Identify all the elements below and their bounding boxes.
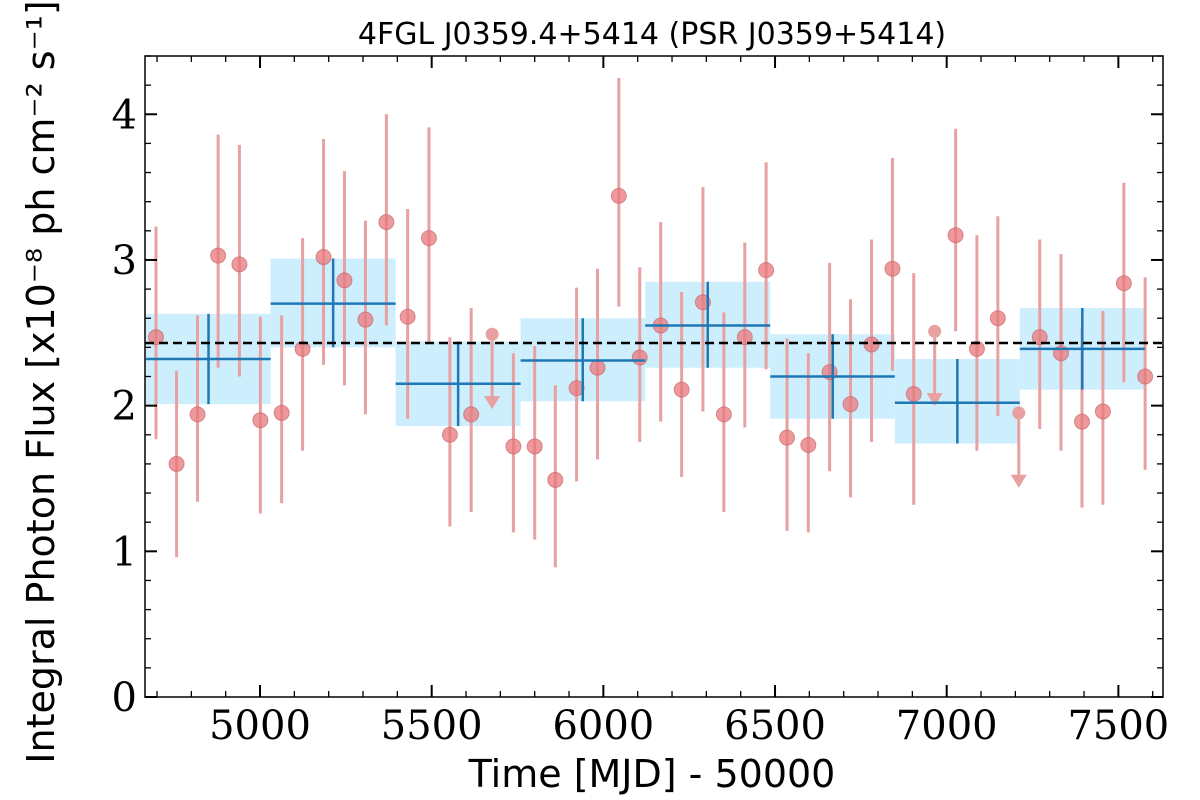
x-tick-label: 6000 (552, 703, 654, 749)
upper-limit-marker (1012, 406, 1026, 420)
data-point (1115, 275, 1132, 292)
data-point (189, 406, 206, 423)
chart-title: 4FGL J0359.4+5414 (PSR J0359+5414) (358, 17, 946, 52)
x-tick-label: 5000 (209, 703, 311, 749)
data-point (884, 260, 901, 277)
data-point (863, 336, 880, 353)
data-point (463, 406, 480, 423)
data-point (758, 262, 775, 279)
y-tick-label: 3 (112, 238, 137, 284)
data-point (505, 438, 522, 455)
y-tick-label: 4 (112, 92, 137, 138)
data-point (399, 308, 416, 325)
data-point (294, 340, 311, 357)
data-point (273, 404, 290, 421)
data-point (1094, 403, 1111, 420)
plot-area: 5000 5500 6000 6500 7000 7500 0 1 2 3 4 (112, 55, 1169, 749)
y-tick-label: 2 (112, 384, 137, 430)
data-point (526, 438, 543, 455)
data-point (589, 359, 606, 376)
data-point (547, 471, 564, 488)
data-point (673, 381, 690, 398)
data-point (231, 256, 248, 273)
upper-limit-arrow (484, 396, 501, 410)
data-point (1073, 413, 1090, 430)
x-tick-label: 7000 (896, 703, 998, 749)
y-axis-label: Integral Photon Flux [x10⁻⁸ ph cm⁻² s⁻¹] (19, 0, 63, 763)
data-point (168, 455, 185, 472)
data-point (568, 380, 585, 397)
data-point (336, 272, 353, 289)
data-point (736, 329, 753, 346)
data-point (800, 436, 817, 453)
upper-limit-arrow (1010, 474, 1027, 488)
data-point (947, 227, 964, 244)
data-point (378, 214, 395, 231)
y-tick-label: 1 (112, 529, 137, 575)
data-point (1031, 329, 1048, 346)
data-point (1137, 368, 1154, 385)
data-point (842, 396, 859, 413)
data-point (905, 385, 922, 402)
data-point (420, 230, 437, 247)
upper-limit-arrow (926, 393, 943, 407)
data-point (441, 426, 458, 443)
x-tick-label: 6500 (724, 703, 826, 749)
upper-limit-marker (928, 324, 942, 338)
x-axis-label: Time [MJD] - 50000 (468, 752, 836, 796)
data-point (631, 349, 648, 366)
x-tick-label: 7500 (1067, 703, 1169, 749)
data-point (968, 340, 985, 357)
data-point (315, 249, 332, 266)
data-point (252, 412, 269, 429)
data-point (610, 187, 627, 204)
data-point (779, 429, 796, 446)
upper-limit-marker (485, 327, 499, 341)
data-point (147, 329, 164, 346)
y-tick-label: 0 (112, 675, 137, 721)
data-point (210, 247, 227, 264)
data-point (989, 310, 1006, 327)
x-tick-label: 5500 (381, 703, 483, 749)
data-point (715, 406, 732, 423)
data-point (357, 311, 374, 328)
